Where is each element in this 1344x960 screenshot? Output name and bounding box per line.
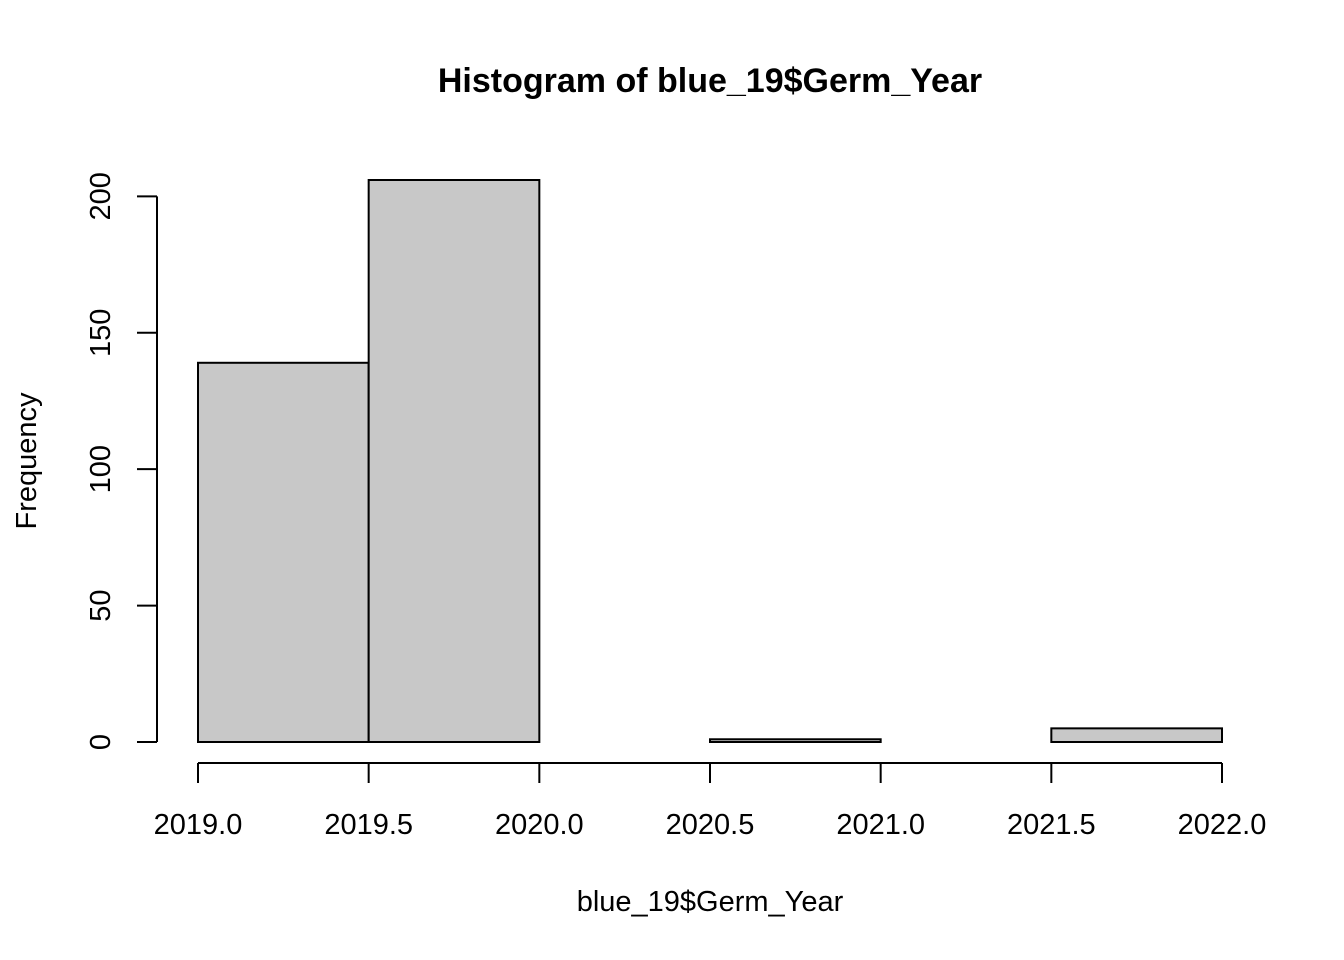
- x-tick-label: 2021.0: [836, 809, 925, 841]
- x-tick-label: 2019.0: [154, 809, 243, 841]
- y-tick-label: 0: [85, 734, 117, 750]
- histogram-bar-3: [709, 738, 882, 744]
- y-tick-label: 150: [85, 309, 117, 357]
- x-tick-label: 2020.5: [666, 809, 755, 841]
- x-tick-label: 2022.0: [1178, 809, 1267, 841]
- y-tick-label: 100: [85, 445, 117, 493]
- x-tick-label: 2020.0: [495, 809, 584, 841]
- chart-title: Histogram of blue_19$Germ_Year: [438, 62, 982, 100]
- histogram-bar-0: [197, 361, 370, 743]
- histogram-bar-1: [367, 179, 541, 743]
- y-tick-label: 50: [85, 589, 117, 621]
- histogram-bar-5: [1050, 727, 1224, 744]
- x-tick-label: 2021.5: [1007, 809, 1096, 841]
- bars-group: [197, 179, 1224, 744]
- x-axis: 2019.0 2019.5 2020.0 2020.5 2021.0 2021.5 2022…: [154, 762, 1267, 841]
- y-tick-label: 200: [85, 172, 117, 220]
- x-tick-label: 2019.5: [324, 809, 413, 841]
- y-axis-label: Frequency: [11, 392, 43, 530]
- x-axis-label: blue_19$Germ_Year: [577, 886, 844, 918]
- y-axis: 0 50 100 150 200: [85, 172, 158, 750]
